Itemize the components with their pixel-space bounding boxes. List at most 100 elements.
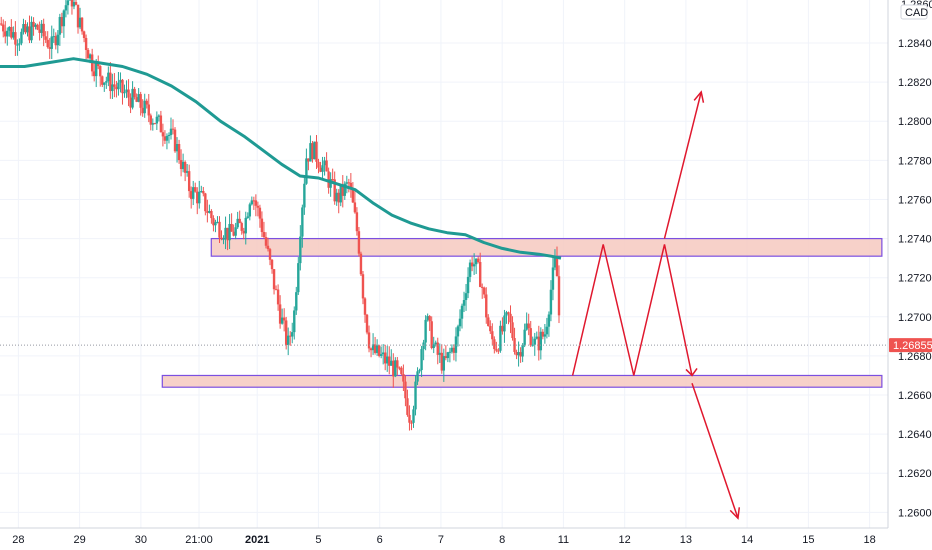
candle-body bbox=[381, 352, 385, 355]
candle-body bbox=[295, 292, 298, 311]
candle-body bbox=[183, 161, 187, 173]
candle-body bbox=[468, 262, 472, 277]
candle-body bbox=[472, 264, 476, 267]
candle-body bbox=[76, 4, 80, 28]
candle-body bbox=[113, 84, 116, 87]
candle-body bbox=[311, 143, 314, 160]
candle-body bbox=[379, 354, 383, 356]
candle-body bbox=[36, 24, 39, 30]
candle-body bbox=[169, 128, 173, 136]
resistance-zone[interactable] bbox=[210, 237, 883, 257]
candle-body bbox=[62, 10, 66, 27]
candle-body bbox=[369, 348, 373, 351]
candle-body bbox=[483, 287, 486, 295]
candle-body bbox=[115, 86, 118, 90]
candle-body bbox=[341, 184, 344, 196]
candle-body bbox=[287, 335, 290, 345]
candle-body bbox=[280, 317, 284, 324]
candle-body bbox=[430, 321, 433, 349]
candle-body bbox=[553, 258, 557, 268]
zones-layer[interactable] bbox=[161, 237, 883, 388]
bullish-arrowhead bbox=[693, 90, 705, 103]
candle-body bbox=[315, 141, 318, 162]
candle-body bbox=[460, 305, 464, 319]
candle-body bbox=[155, 116, 159, 124]
bullish-arrow[interactable] bbox=[663, 91, 702, 239]
candle-body bbox=[410, 422, 413, 424]
candle-body bbox=[557, 276, 561, 316]
candle-body bbox=[50, 36, 53, 49]
candle-body bbox=[396, 360, 399, 368]
y-tick-label: 1.28000 bbox=[898, 116, 932, 128]
candle-body bbox=[325, 160, 328, 172]
candle-body bbox=[32, 21, 35, 27]
candle-body bbox=[4, 31, 7, 37]
candle-body bbox=[133, 88, 136, 98]
candle-body bbox=[248, 204, 252, 217]
candle-body bbox=[88, 54, 92, 59]
candle-body bbox=[392, 360, 395, 377]
candle-body bbox=[309, 143, 312, 162]
bearish-arrow[interactable] bbox=[691, 383, 739, 519]
candle-body bbox=[359, 253, 363, 275]
candle-body bbox=[299, 236, 302, 264]
candle-body bbox=[345, 182, 349, 184]
candle-body bbox=[10, 27, 13, 38]
candle-body bbox=[6, 30, 9, 37]
candle-body bbox=[420, 349, 423, 371]
currency-badge[interactable] bbox=[900, 4, 928, 20]
candle-body bbox=[210, 210, 213, 219]
grid-layer bbox=[0, 0, 888, 528]
candle-body bbox=[185, 171, 189, 173]
candle-body bbox=[56, 34, 60, 46]
projection-zigzag[interactable] bbox=[571, 244, 693, 376]
candle-body bbox=[228, 223, 231, 241]
candle-body bbox=[26, 26, 29, 33]
candle-body bbox=[250, 200, 254, 205]
time-axis-panel[interactable] bbox=[0, 528, 932, 550]
projection-layer[interactable] bbox=[571, 90, 741, 520]
last-price-text: 1.26855 bbox=[893, 340, 932, 352]
candle-body bbox=[226, 227, 229, 241]
y-tick-label: 1.27600 bbox=[898, 194, 932, 206]
candle-body bbox=[525, 323, 528, 330]
candle-body bbox=[244, 217, 247, 234]
zigzag-arrowhead bbox=[685, 368, 698, 377]
candle-body bbox=[327, 171, 330, 188]
candle-body bbox=[232, 231, 235, 236]
support-zone[interactable] bbox=[161, 374, 883, 388]
candle-body bbox=[337, 192, 340, 203]
candle-body bbox=[246, 216, 249, 218]
candle-body bbox=[125, 89, 128, 93]
candle-body bbox=[109, 72, 112, 92]
candle-body bbox=[388, 356, 391, 366]
candle-body bbox=[454, 336, 458, 353]
candle-body bbox=[30, 21, 33, 41]
candle-body bbox=[293, 310, 296, 333]
candle-body bbox=[531, 344, 534, 346]
candle-body bbox=[165, 136, 169, 141]
candle-body bbox=[268, 249, 272, 260]
candle-body bbox=[517, 352, 520, 356]
candle-body bbox=[456, 326, 460, 337]
candle-body bbox=[123, 92, 126, 94]
x-tick-label: 28 bbox=[12, 534, 24, 546]
candle-body bbox=[444, 356, 448, 359]
candle-body bbox=[157, 115, 161, 117]
candle-body bbox=[86, 49, 90, 59]
y-tick-label: 1.28400 bbox=[898, 38, 932, 50]
candle-body bbox=[264, 237, 268, 246]
candle-body bbox=[319, 167, 322, 172]
candle-body bbox=[16, 44, 19, 46]
candle-body bbox=[72, 2, 76, 7]
candle-body bbox=[8, 27, 11, 31]
candle-body bbox=[218, 221, 221, 238]
candle-body bbox=[533, 338, 536, 345]
y-tick-label: 1.27800 bbox=[898, 155, 932, 167]
candle-body bbox=[189, 191, 193, 199]
candle-body bbox=[481, 286, 484, 288]
candle-body bbox=[535, 336, 538, 339]
candle-body bbox=[394, 360, 397, 377]
price-axis-panel[interactable] bbox=[888, 0, 932, 550]
